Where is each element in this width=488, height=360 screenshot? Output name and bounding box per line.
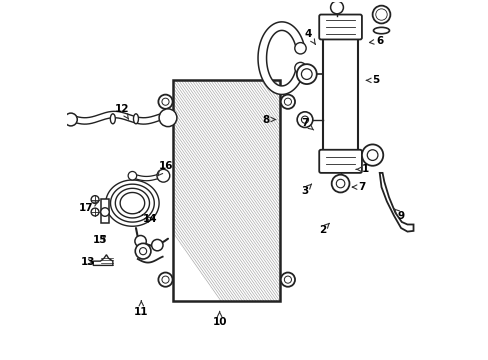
Circle shape	[280, 95, 294, 109]
FancyBboxPatch shape	[101, 199, 109, 224]
Circle shape	[366, 150, 377, 161]
Text: 14: 14	[142, 214, 157, 224]
Text: 17: 17	[79, 202, 97, 213]
Circle shape	[330, 1, 343, 14]
Circle shape	[372, 6, 389, 23]
Circle shape	[128, 171, 137, 180]
Circle shape	[301, 116, 308, 123]
Circle shape	[280, 273, 294, 287]
Circle shape	[331, 175, 349, 193]
Circle shape	[375, 9, 386, 20]
Circle shape	[158, 95, 172, 109]
Circle shape	[162, 98, 169, 105]
Circle shape	[139, 248, 146, 255]
Text: 7: 7	[351, 182, 365, 192]
Circle shape	[297, 112, 312, 127]
FancyBboxPatch shape	[319, 14, 361, 40]
Circle shape	[296, 64, 316, 84]
Circle shape	[284, 276, 291, 283]
Text: 10: 10	[212, 312, 226, 327]
Text: 12: 12	[114, 104, 129, 119]
Text: 1: 1	[356, 164, 368, 174]
Text: 15: 15	[93, 235, 107, 246]
Bar	[173, 80, 280, 301]
Circle shape	[294, 62, 305, 74]
FancyBboxPatch shape	[319, 150, 361, 173]
Bar	[173, 80, 280, 301]
Circle shape	[301, 69, 311, 80]
Circle shape	[158, 273, 172, 287]
Ellipse shape	[373, 27, 389, 34]
Circle shape	[157, 169, 169, 182]
Text: 3: 3	[301, 184, 311, 196]
Circle shape	[378, 12, 384, 17]
Text: 9: 9	[394, 209, 404, 221]
Text: 5: 5	[366, 75, 379, 85]
Circle shape	[159, 109, 177, 127]
Text: 6: 6	[369, 36, 383, 46]
Ellipse shape	[133, 114, 138, 124]
Circle shape	[361, 144, 383, 166]
Polygon shape	[258, 22, 304, 94]
Polygon shape	[93, 255, 113, 265]
Text: 2: 2	[319, 223, 328, 235]
Text: 13: 13	[81, 257, 95, 267]
Circle shape	[294, 42, 305, 54]
Circle shape	[161, 111, 174, 124]
Circle shape	[151, 239, 163, 251]
Bar	[322, 38, 358, 152]
Circle shape	[101, 208, 109, 216]
Circle shape	[135, 243, 151, 259]
Circle shape	[135, 235, 146, 247]
Bar	[322, 38, 358, 152]
Text: 4: 4	[304, 29, 315, 44]
Circle shape	[91, 208, 99, 216]
Text: 11: 11	[134, 301, 148, 317]
Text: 7: 7	[301, 118, 313, 130]
Circle shape	[64, 113, 77, 126]
Circle shape	[162, 276, 169, 283]
Text: 8: 8	[262, 114, 275, 125]
Circle shape	[336, 179, 344, 188]
Ellipse shape	[110, 114, 115, 124]
Circle shape	[284, 98, 291, 105]
Circle shape	[91, 195, 99, 203]
Text: 16: 16	[158, 161, 173, 176]
Polygon shape	[379, 173, 413, 231]
